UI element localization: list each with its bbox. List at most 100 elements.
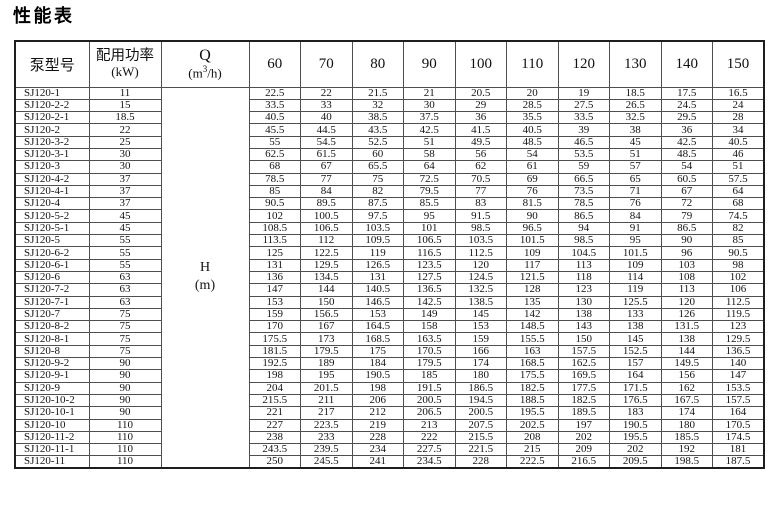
head-value-cell: 57.5 (712, 172, 765, 186)
table-row: SJ120-8-2 75 170 167 164.5 158 153 148.5 143 138 1… (14, 320, 765, 334)
head-value-cell: 51 (712, 160, 765, 174)
head-value-cell: 133 (609, 307, 662, 322)
head-value-cell: 79 (660, 209, 713, 223)
head-value-cell: 40.5 (712, 135, 765, 149)
head-value-cell: 182.5 (506, 381, 559, 395)
head-value-cell: 169.5 (557, 369, 610, 383)
table-row: SJ120-5 55 113.5 112 109.5 106.5 103.5 101.5 98.… (14, 234, 765, 248)
head-value-cell: 190.5 (351, 369, 404, 383)
head-value-cell: 48.5 (660, 147, 713, 162)
flow-column-header: Q (m3/h) (160, 40, 250, 88)
head-value-cell: 72.5 (403, 172, 456, 186)
head-value-cell: 24 (712, 98, 765, 113)
head-value-cell: 75 (351, 172, 404, 186)
head-value-cell: 46.5 (557, 135, 610, 149)
head-value-cell: 18.5 (609, 86, 662, 100)
pump-model-cell: SJ120-8 (14, 344, 90, 359)
head-value-cell: 182.5 (557, 393, 610, 408)
head-value-cell: 222 (403, 430, 456, 445)
head-value-cell: 55 (248, 135, 301, 149)
pump-model-cell: SJ120-9-1 (14, 369, 90, 383)
flow-value-header: 120 (557, 40, 610, 88)
power-cell: 37 (88, 197, 162, 211)
head-value-cell: 98.5 (557, 234, 610, 248)
head-value-cell: 153.5 (712, 381, 765, 395)
head-value-cell: 101.5 (506, 234, 559, 248)
head-value-cell: 57 (609, 160, 662, 174)
head-value-cell: 198.5 (660, 455, 713, 469)
power-cell: 22 (88, 123, 162, 137)
head-value-cell: 85 (248, 184, 301, 199)
head-value-cell: 52.5 (351, 135, 404, 149)
table-row: SJ120-8-1 75 175.5 173 168.5 163.5 159 155.5 150… (14, 332, 765, 346)
table-row: SJ120-3 30 68 67 65.5 64 62 61 59 57 54 51 (14, 160, 765, 174)
head-value-cell: 177.5 (557, 381, 610, 395)
head-value-cell: 185 (403, 369, 456, 383)
power-cell: 37 (88, 184, 162, 199)
head-value-cell: 207.5 (454, 418, 507, 432)
head-value-cell: 186.5 (454, 381, 507, 395)
head-value-cell: 45 (609, 135, 662, 149)
pump-model-cell: SJ120-4 (14, 197, 90, 211)
head-value-cell: 243.5 (248, 443, 301, 457)
head-value-cell: 98.5 (454, 221, 507, 236)
head-value-cell: 228 (454, 455, 507, 469)
head-value-cell: 190.5 (609, 418, 662, 432)
table-row: SJ120-5-2 45 102 100.5 97.5 95 91.5 90 86.5 84 79 7… (14, 209, 765, 223)
head-value-cell: 250 (248, 455, 301, 469)
head-value-cell: 167.5 (660, 393, 713, 408)
head-value-cell: 51 (403, 135, 456, 149)
pump-model-cell: SJ120-6-2 (14, 246, 90, 260)
flow-value-header: 110 (506, 40, 559, 88)
head-value-cell: 22.5 (248, 86, 301, 100)
head-value-cell: 21.5 (351, 86, 404, 100)
head-value-cell: 28 (712, 111, 765, 125)
head-value-cell: 20.5 (454, 86, 507, 100)
head-value-cell: 134.5 (300, 270, 353, 285)
head-value-cell: 191.5 (403, 381, 456, 395)
head-value-cell: 163 (506, 344, 559, 359)
head-value-cell: 219 (351, 418, 404, 432)
head-value-cell: 157.5 (557, 344, 610, 359)
head-value-cell: 227 (248, 418, 301, 432)
power-cell: 110 (88, 418, 162, 432)
table-row: SJ120-6-2 55 125 122.5 119 116.5 112.5 109 104.5… (14, 246, 765, 260)
head-value-cell: 106.5 (403, 234, 456, 248)
head-value-cell: 109 (609, 258, 662, 272)
head-value-cell: 185.5 (660, 430, 713, 445)
power-cell: 90 (88, 406, 162, 420)
head-value-cell: 140.5 (351, 283, 404, 297)
pump-model-cell: SJ120-8-2 (14, 320, 90, 334)
head-value-cell: 234.5 (403, 455, 456, 469)
head-value-cell: 142.5 (403, 295, 456, 309)
head-value-cell: 142 (506, 307, 559, 322)
head-value-cell: 200.5 (403, 393, 456, 408)
head-value-cell: 82 (351, 184, 404, 199)
head-value-cell: 103.5 (351, 221, 404, 236)
head-value-cell: 123 (557, 283, 610, 297)
pump-model-cell: SJ120-10-2 (14, 393, 90, 408)
head-value-cell: 113 (660, 283, 713, 297)
power-header-unit: (kW) (111, 64, 139, 80)
head-value-cell: 143 (557, 320, 610, 334)
table-body: SJ120-1 11 H (m) 22.5 22 21.5 21 20.5 20 19 18.5 17.… (14, 86, 765, 469)
head-value-cell: 135 (506, 295, 559, 309)
power-cell: 25 (88, 135, 162, 149)
table-row: SJ120-9 90 204 201.5 198 191.5 186.5 182.5 177.5… (14, 381, 765, 395)
head-value-cell: 192 (660, 443, 713, 457)
head-value-cell: 138 (660, 332, 713, 346)
head-value-cell: 175.5 (506, 369, 559, 383)
head-value-cell: 95 (609, 234, 662, 248)
head-value-cell: 174.5 (712, 430, 765, 445)
head-value-cell: 157 (609, 357, 662, 371)
power-cell: 90 (88, 381, 162, 395)
head-value-cell: 95 (403, 209, 456, 223)
power-cell: 75 (88, 344, 162, 359)
head-value-cell: 164.5 (351, 320, 404, 334)
head-value-cell: 85.5 (403, 197, 456, 211)
flow-value-header: 100 (454, 40, 507, 88)
head-value-cell: 118 (557, 270, 610, 285)
head-value-cell: 35.5 (506, 111, 559, 125)
head-value-cell: 204 (248, 381, 301, 395)
head-value-cell: 195 (300, 369, 353, 383)
